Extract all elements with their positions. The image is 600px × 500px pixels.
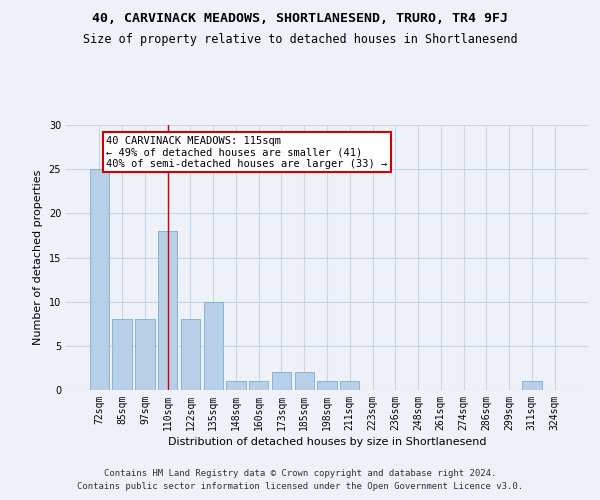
- Bar: [249, 381, 268, 390]
- Bar: [158, 231, 178, 390]
- Bar: [295, 372, 314, 390]
- Y-axis label: Number of detached properties: Number of detached properties: [33, 170, 43, 345]
- Bar: [90, 169, 109, 390]
- Bar: [522, 381, 542, 390]
- Bar: [317, 381, 337, 390]
- Bar: [340, 381, 359, 390]
- Text: Size of property relative to detached houses in Shortlanesend: Size of property relative to detached ho…: [83, 32, 517, 46]
- Text: 40 CARVINACK MEADOWS: 115sqm
← 49% of detached houses are smaller (41)
40% of se: 40 CARVINACK MEADOWS: 115sqm ← 49% of de…: [106, 136, 388, 169]
- Bar: [135, 320, 155, 390]
- X-axis label: Distribution of detached houses by size in Shortlanesend: Distribution of detached houses by size …: [168, 437, 486, 447]
- Bar: [203, 302, 223, 390]
- Text: 40, CARVINACK MEADOWS, SHORTLANESEND, TRURO, TR4 9FJ: 40, CARVINACK MEADOWS, SHORTLANESEND, TR…: [92, 12, 508, 26]
- Bar: [112, 320, 132, 390]
- Bar: [181, 320, 200, 390]
- Bar: [272, 372, 291, 390]
- Text: Contains public sector information licensed under the Open Government Licence v3: Contains public sector information licen…: [77, 482, 523, 491]
- Bar: [226, 381, 245, 390]
- Text: Contains HM Land Registry data © Crown copyright and database right 2024.: Contains HM Land Registry data © Crown c…: [104, 468, 496, 477]
